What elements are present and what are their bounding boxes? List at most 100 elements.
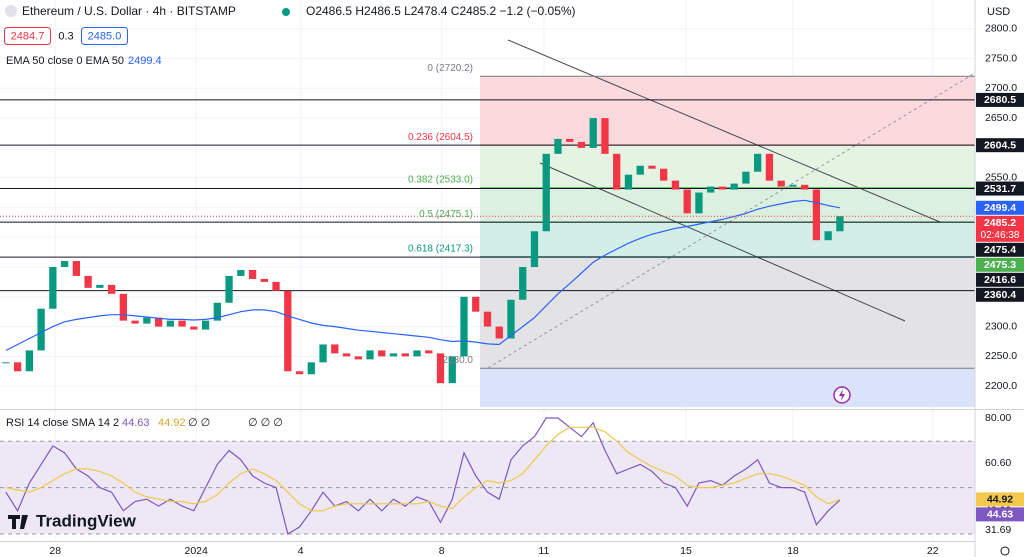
fib-label: 0.5 (2475.1) — [419, 209, 473, 220]
ema-line — [5, 199, 841, 351]
fib-zone — [480, 76, 975, 146]
countdown: 02:46:38 — [981, 230, 1020, 241]
candle — [507, 299, 515, 339]
y-tick-label: 2750.0 — [985, 52, 1017, 64]
candle — [331, 344, 339, 354]
ohlc: O2486.5 H2486.5 L2478.4 C2485.2 −1.2 (−0… — [306, 4, 576, 18]
candle — [307, 362, 315, 375]
fib-label: 0.382 (2533.0) — [408, 174, 473, 185]
bid-box[interactable] — [4, 27, 51, 45]
candle — [601, 118, 609, 154]
candle — [49, 267, 57, 309]
candle — [613, 153, 621, 190]
candle — [718, 186, 727, 190]
rsi-tick-label: 60.60 — [985, 457, 1011, 469]
candle — [401, 353, 409, 357]
rsi-tag-label: 44.92 — [987, 494, 1013, 506]
candle — [730, 183, 738, 190]
candle — [154, 317, 163, 327]
price-tag — [976, 92, 1024, 107]
candle — [96, 284, 104, 288]
rsi-flags: ∅ ∅ — [188, 417, 210, 429]
candle — [260, 278, 268, 282]
candle — [460, 296, 468, 357]
candle — [272, 281, 280, 291]
price-tag-label: 2531.7 — [984, 183, 1016, 195]
candle — [801, 184, 809, 190]
candle — [237, 269, 245, 276]
symbol-title[interactable]: Ethereum / U.S. Dollar · 4h · BITSTAMP — [22, 4, 236, 18]
rsi-sma-line — [5, 426, 841, 512]
price-tag — [976, 272, 1024, 287]
candle — [342, 353, 351, 357]
price-tag — [976, 287, 1024, 302]
price-tag — [976, 138, 1024, 153]
fib-zone — [480, 256, 975, 369]
candle — [742, 171, 750, 184]
x-tick-label: 11 — [538, 545, 549, 557]
candle — [131, 320, 139, 324]
candle — [836, 216, 844, 232]
price-tag-label: 2485.2 — [984, 217, 1016, 229]
rsi-sma-value: 44.92 — [158, 417, 186, 429]
settings-icon[interactable] — [1000, 546, 1010, 556]
candle — [213, 302, 221, 321]
logo[interactable]: TradingView — [36, 511, 137, 530]
candle — [660, 168, 668, 181]
candle — [295, 371, 304, 375]
fib-zone — [480, 368, 975, 407]
logo-icon — [8, 515, 28, 529]
indicator-label: EMA 50 close 0 EMA 50 — [6, 55, 124, 67]
price-tag — [976, 200, 1024, 215]
candle — [107, 284, 116, 294]
background-layer — [0, 0, 975, 541]
spread: 0.3 — [58, 30, 73, 42]
rsi-tag-label: 44.63 — [987, 509, 1013, 521]
marks-layer — [0, 75, 975, 535]
price-tag-label: 2680.5 — [984, 94, 1016, 106]
candle — [789, 184, 797, 187]
candle — [178, 320, 186, 327]
price-tag-label: 2475.4 — [984, 244, 1016, 256]
fib-label: 0 (2720.2) — [427, 63, 473, 74]
price-tag — [976, 257, 1024, 272]
candle — [25, 350, 34, 372]
candle — [707, 186, 715, 193]
candle — [119, 293, 127, 321]
ask-box[interactable] — [81, 27, 128, 45]
x-tick-label: 4 — [298, 545, 304, 557]
event-bolt — [839, 389, 845, 401]
x-tick-label: 2024 — [184, 545, 208, 557]
candle — [542, 153, 550, 232]
candle — [166, 320, 174, 327]
ask[interactable]: 2485.0 — [88, 30, 122, 42]
candle — [72, 261, 80, 276]
candle — [366, 350, 374, 360]
fib-zone — [480, 222, 975, 257]
candle — [683, 189, 691, 214]
y-tick-label: 2250.0 — [985, 350, 1017, 362]
fib-label: 0.618 (2417.3) — [408, 243, 473, 254]
candle — [2, 362, 10, 364]
candle — [378, 350, 386, 357]
candle — [425, 350, 433, 354]
rsi-tag — [976, 492, 1024, 507]
candle — [754, 153, 762, 172]
x-tick-label: 15 — [680, 545, 692, 557]
indicator-value: 2499.4 — [128, 55, 162, 67]
candle — [636, 165, 644, 175]
market-status — [282, 8, 290, 16]
fib-trend-line — [487, 72, 976, 369]
price-tag-label: 2475.3 — [984, 259, 1016, 271]
fib-label: 0.236 (2604.5) — [408, 132, 473, 143]
candle — [695, 192, 703, 214]
candle — [566, 138, 574, 142]
x-tick-label: 8 — [439, 545, 445, 557]
fib-zone — [480, 187, 975, 223]
bid[interactable]: 2484.7 — [11, 30, 45, 42]
rsi-line — [5, 417, 841, 535]
candle — [495, 326, 503, 339]
x-tick-label: 22 — [927, 545, 939, 557]
